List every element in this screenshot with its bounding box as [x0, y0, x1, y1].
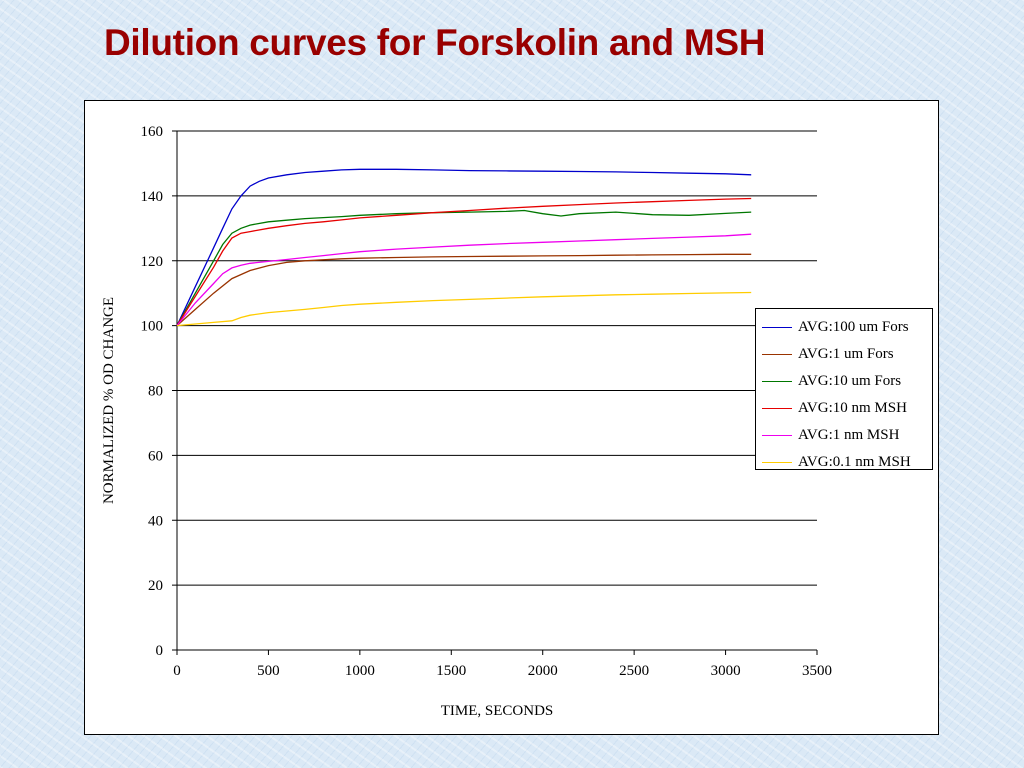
series-line-0: [176, 168, 752, 326]
legend-swatch: [762, 435, 792, 436]
x-tick-label: 1000: [345, 663, 375, 679]
line-chart: 0 20 40 60 80 100 120 140 160 0 500 1000 1500 2000 250…: [101, 124, 833, 719]
x-tick-label: 2000: [528, 663, 558, 679]
series-line-5: [176, 291, 752, 327]
legend-swatch: [762, 327, 792, 328]
series-line-1: [176, 253, 752, 327]
x-axis-title: TIME, SECONDS: [441, 703, 554, 719]
x-tick-label: 3500: [802, 663, 832, 679]
y-tick-label: 40: [148, 513, 163, 529]
y-axis-title: NORMALIZED % OD CHANGE: [101, 297, 117, 504]
legend-label: AVG:100 um Fors: [798, 319, 909, 335]
gridlines: [177, 130, 817, 586]
legend-label: AVG:0.1 nm MSH: [798, 454, 911, 470]
y-tick-label: 140: [141, 189, 164, 205]
legend-label: AVG:10 um Fors: [798, 373, 902, 389]
y-tick-label: 80: [148, 384, 163, 400]
x-tick-label: 1500: [436, 663, 466, 679]
legend-item: AVG:1 um Fors: [762, 341, 932, 368]
series-line-2: [176, 209, 752, 326]
legend-item: AVG:0.1 nm MSH: [762, 449, 932, 476]
y-tick-label: 60: [148, 448, 163, 464]
legend-label: AVG:10 nm MSH: [798, 400, 907, 416]
legend-item: AVG:10 nm MSH: [762, 395, 932, 422]
slide-title: Dilution curves for Forskolin and MSH: [104, 22, 766, 63]
legend-item: AVG:1 nm MSH: [762, 422, 932, 449]
axes: 0 20 40 60 80 100 120 140 160 0 500 1000 1500 2000 250…: [141, 124, 833, 679]
x-tick-label: 0: [173, 663, 181, 679]
series-line-3: [176, 197, 752, 326]
legend-swatch: [762, 462, 792, 463]
y-tick-label: 0: [156, 643, 164, 659]
chart-legend: AVG:100 um Fors AVG:1 um Fors AVG:10 um Fo…: [755, 308, 933, 470]
legend-label: AVG:1 um Fors: [798, 346, 894, 362]
y-tick-label: 20: [148, 578, 163, 594]
legend-swatch: [762, 381, 792, 382]
x-tick-label: 3000: [711, 663, 741, 679]
legend-swatch: [762, 408, 792, 409]
y-tick-label: 160: [141, 124, 164, 140]
chart-area: 0 20 40 60 80 100 120 140 160 0 500 1000 1500 2000 250…: [84, 100, 939, 735]
x-tick-label: 500: [257, 663, 280, 679]
legend-item: AVG:100 um Fors: [762, 314, 932, 341]
y-tick-label: 100: [141, 319, 164, 335]
legend-item: AVG:10 um Fors: [762, 368, 932, 395]
series-line-4: [176, 233, 752, 327]
series-lines: [176, 168, 752, 327]
legend-label: AVG:1 nm MSH: [798, 427, 900, 443]
y-tick-label: 120: [141, 254, 164, 270]
legend-swatch: [762, 354, 792, 355]
x-tick-label: 2500: [619, 663, 649, 679]
